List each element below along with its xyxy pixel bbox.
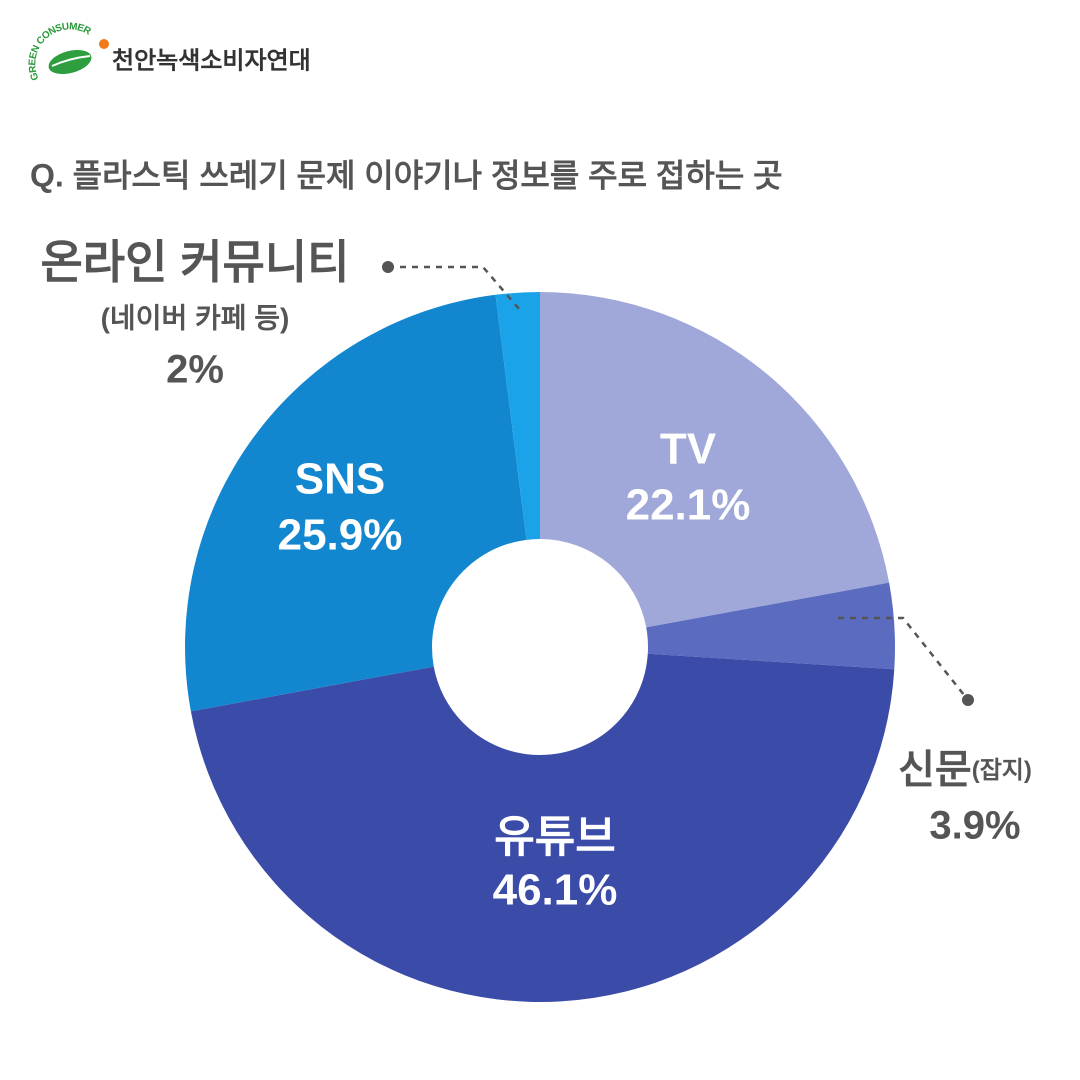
category-label: SNS [295, 455, 385, 504]
category-name: 신문 [898, 748, 972, 792]
category-label: 유튜브 [494, 813, 615, 862]
logo-dot [99, 39, 109, 49]
logo-leaf [48, 49, 92, 75]
slice [540, 292, 890, 628]
slice [190, 653, 895, 1002]
value-label: 3.9% [929, 804, 1020, 848]
category-label: TV [660, 425, 717, 474]
value-label: 22.1% [626, 481, 751, 530]
logo: GREEN CONSUMER [27, 21, 109, 82]
category-label: 신문(잡지) [898, 748, 1032, 792]
slice [185, 294, 527, 712]
leader-line [838, 616, 969, 701]
category-note: (네이버 카페 등) [101, 302, 290, 333]
slice [646, 582, 896, 670]
value-label: 46.1% [493, 866, 618, 915]
logo-vein [51, 55, 91, 67]
leader-dot [962, 694, 974, 706]
category-note: (잡지) [972, 757, 1032, 784]
category-label: 온라인 커뮤니티 [40, 236, 349, 288]
leader-dot [382, 261, 394, 273]
org-name: 천안녹색소비자연대 [112, 47, 311, 74]
slice [495, 292, 540, 540]
leader-line [388, 265, 521, 311]
value-label: 25.9% [278, 511, 403, 560]
chart-title: Q. 플라스틱 쓰레기 문제 이야기나 정보를 주로 접하는 곳 [30, 157, 783, 193]
donut [185, 292, 896, 1002]
leaders [382, 261, 974, 706]
value-label: 2% [166, 348, 224, 392]
